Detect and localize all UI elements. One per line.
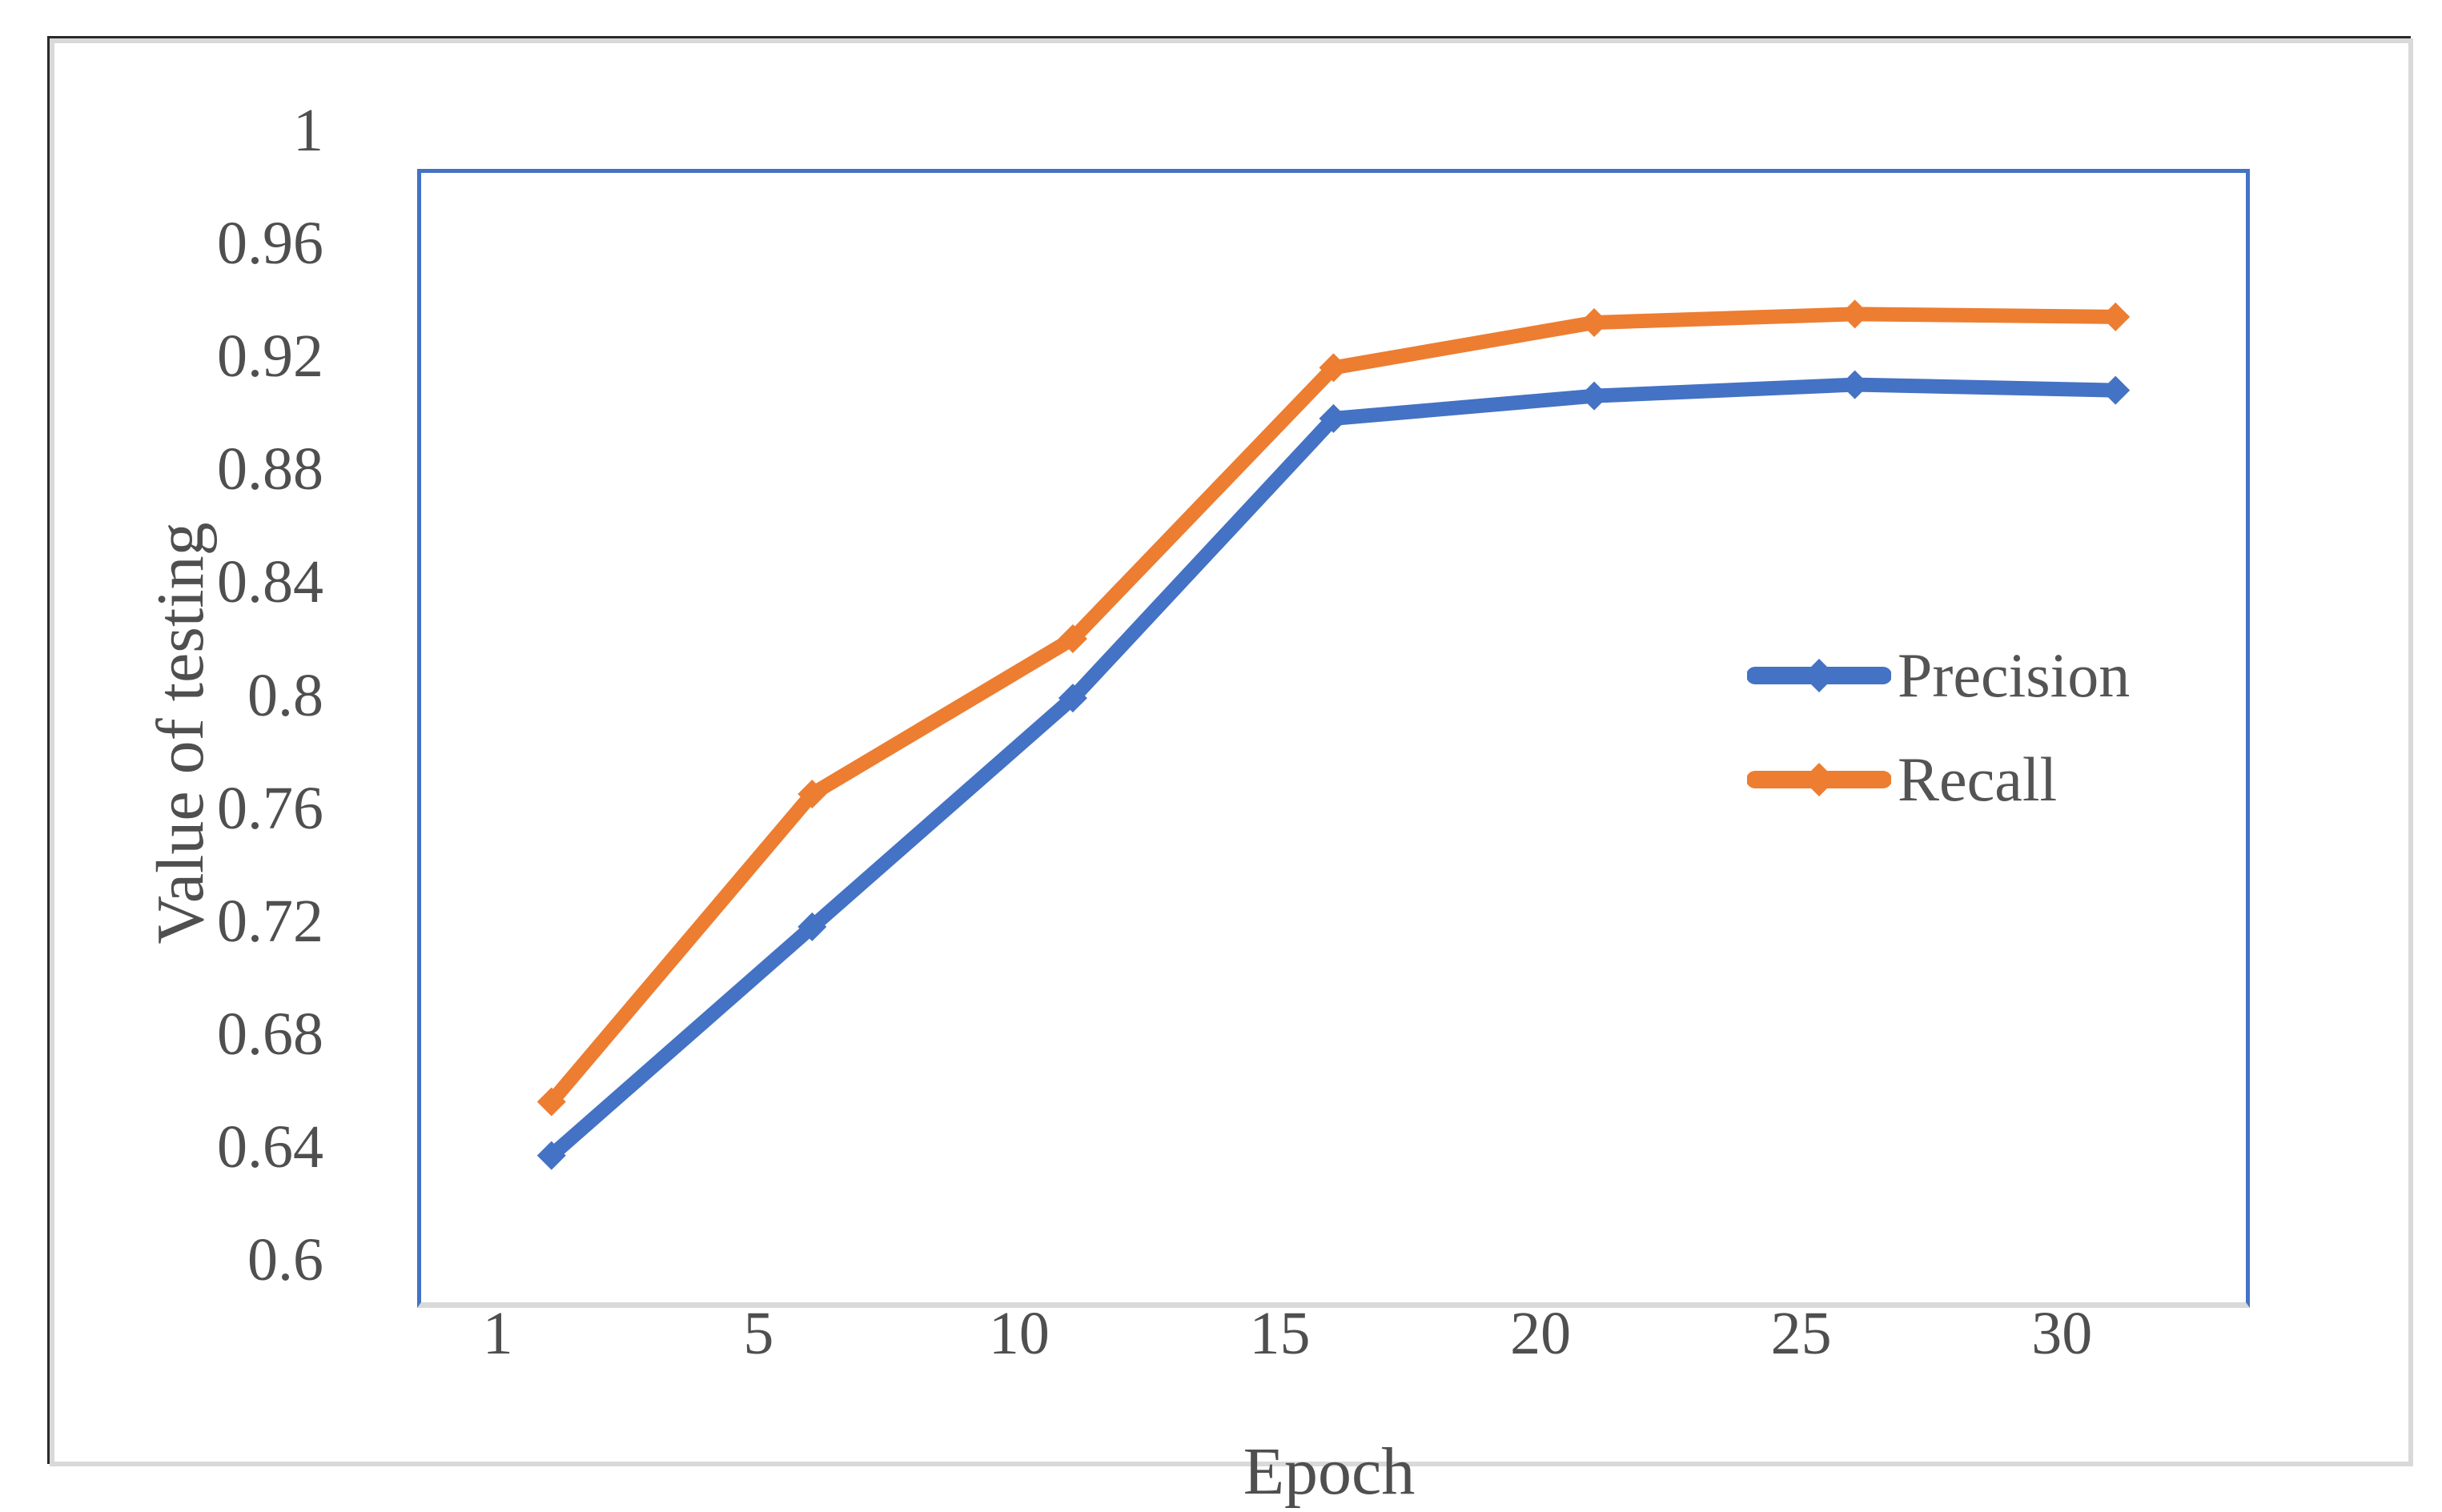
x-tick-label: 5 <box>743 1300 774 1367</box>
legend-entry-recall: Recall <box>1747 732 2057 828</box>
figure-frame: Value of testing Epoch 1 0.96 0.92 0.88 0.84… <box>50 38 2413 1507</box>
x-axis-title: Epoch <box>1243 1434 1416 1509</box>
data-point-marker-precision <box>797 912 827 941</box>
y-tick-label: 0.88 <box>217 435 323 503</box>
data-point-marker-recall <box>1840 299 1870 329</box>
y-tick-label: 1 <box>293 97 323 164</box>
y-tick-label: 0.92 <box>217 323 323 391</box>
legend-label: Precision <box>1898 640 2131 710</box>
x-tick-label: 20 <box>1510 1300 1572 1367</box>
y-tick-label: 0.76 <box>217 774 323 842</box>
data-point-marker-precision <box>536 1141 566 1170</box>
y-tick-label: 0.64 <box>217 1113 323 1181</box>
legend-entry-precision: Precision <box>1747 628 2130 724</box>
precision-line-marker-icon <box>1747 659 1891 692</box>
data-point-marker-recall <box>1058 624 1087 654</box>
x-tick-label: 10 <box>988 1300 1050 1367</box>
data-point-marker-recall <box>797 780 827 809</box>
x-tick-label: 25 <box>1770 1300 1832 1367</box>
y-tick-label: 0.84 <box>217 548 323 616</box>
y-tick-label: 0.8 <box>247 661 323 729</box>
y-tick-label: 0.96 <box>217 210 323 278</box>
data-point-marker-precision <box>2101 375 2131 405</box>
x-tick-label: 1 <box>482 1300 513 1367</box>
chart-canvas <box>536 299 2131 1170</box>
y-tick-label: 0.68 <box>217 1000 323 1068</box>
recall-line-marker-icon <box>1747 763 1891 796</box>
x-tick-label: 30 <box>2031 1300 2093 1367</box>
data-point-marker-recall <box>2101 302 2131 331</box>
data-point-marker-precision <box>1580 381 1609 411</box>
legend-label: Recall <box>1898 744 2058 814</box>
data-point-marker-precision <box>1058 684 1087 713</box>
x-tick-label: 15 <box>1249 1300 1311 1367</box>
data-point-marker-recall <box>1580 307 1609 337</box>
data-point-marker-recall <box>1319 353 1348 383</box>
data-point-marker-precision <box>1840 370 1870 399</box>
y-tick-label: 0.6 <box>247 1226 323 1293</box>
data-point-marker-recall <box>536 1087 566 1117</box>
y-tick-label: 0.72 <box>217 887 323 955</box>
plot-area <box>417 169 2250 1308</box>
